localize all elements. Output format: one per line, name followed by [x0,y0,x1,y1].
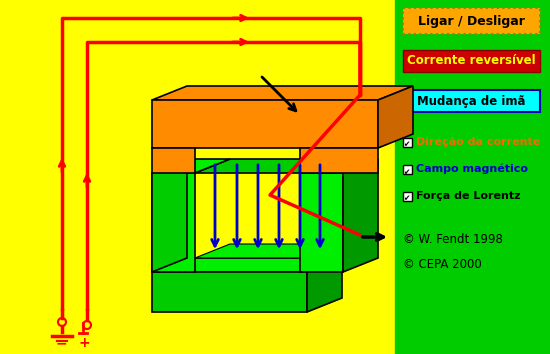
Text: +: + [79,336,91,350]
Polygon shape [152,159,230,173]
Text: −: − [56,336,68,350]
Polygon shape [152,159,187,272]
Polygon shape [307,258,342,312]
Bar [395,0,550,354]
Text: Campo magnético: Campo magnético [416,164,528,174]
Text: ✔: ✔ [404,141,410,149]
Bar [403,138,412,147]
FancyBboxPatch shape [403,8,540,34]
FancyBboxPatch shape [403,90,540,112]
Polygon shape [152,272,307,312]
Polygon shape [195,159,335,173]
Polygon shape [343,159,378,272]
Text: Corrente reversível: Corrente reversível [406,55,535,68]
Text: Força de Lorentz: Força de Lorentz [416,191,520,201]
Polygon shape [300,148,378,173]
Text: Ligar / Desligar: Ligar / Desligar [417,15,525,28]
Polygon shape [152,173,195,272]
Polygon shape [152,100,378,148]
Text: © W. Fendt 1998: © W. Fendt 1998 [403,233,503,246]
Polygon shape [152,148,195,173]
Polygon shape [195,244,335,258]
Text: ✔: ✔ [404,167,410,177]
Polygon shape [152,86,413,100]
Bar [403,165,412,174]
FancyBboxPatch shape [403,50,540,72]
Polygon shape [152,258,342,272]
Text: ✔: ✔ [404,194,410,204]
Text: © CEPA 2000: © CEPA 2000 [403,258,482,271]
Polygon shape [378,86,413,148]
Polygon shape [300,173,343,272]
Bar [403,192,412,201]
Polygon shape [300,159,378,173]
Text: Mudança de imã: Mudança de imã [417,95,525,108]
Text: Direção da corrente: Direção da corrente [416,137,540,147]
